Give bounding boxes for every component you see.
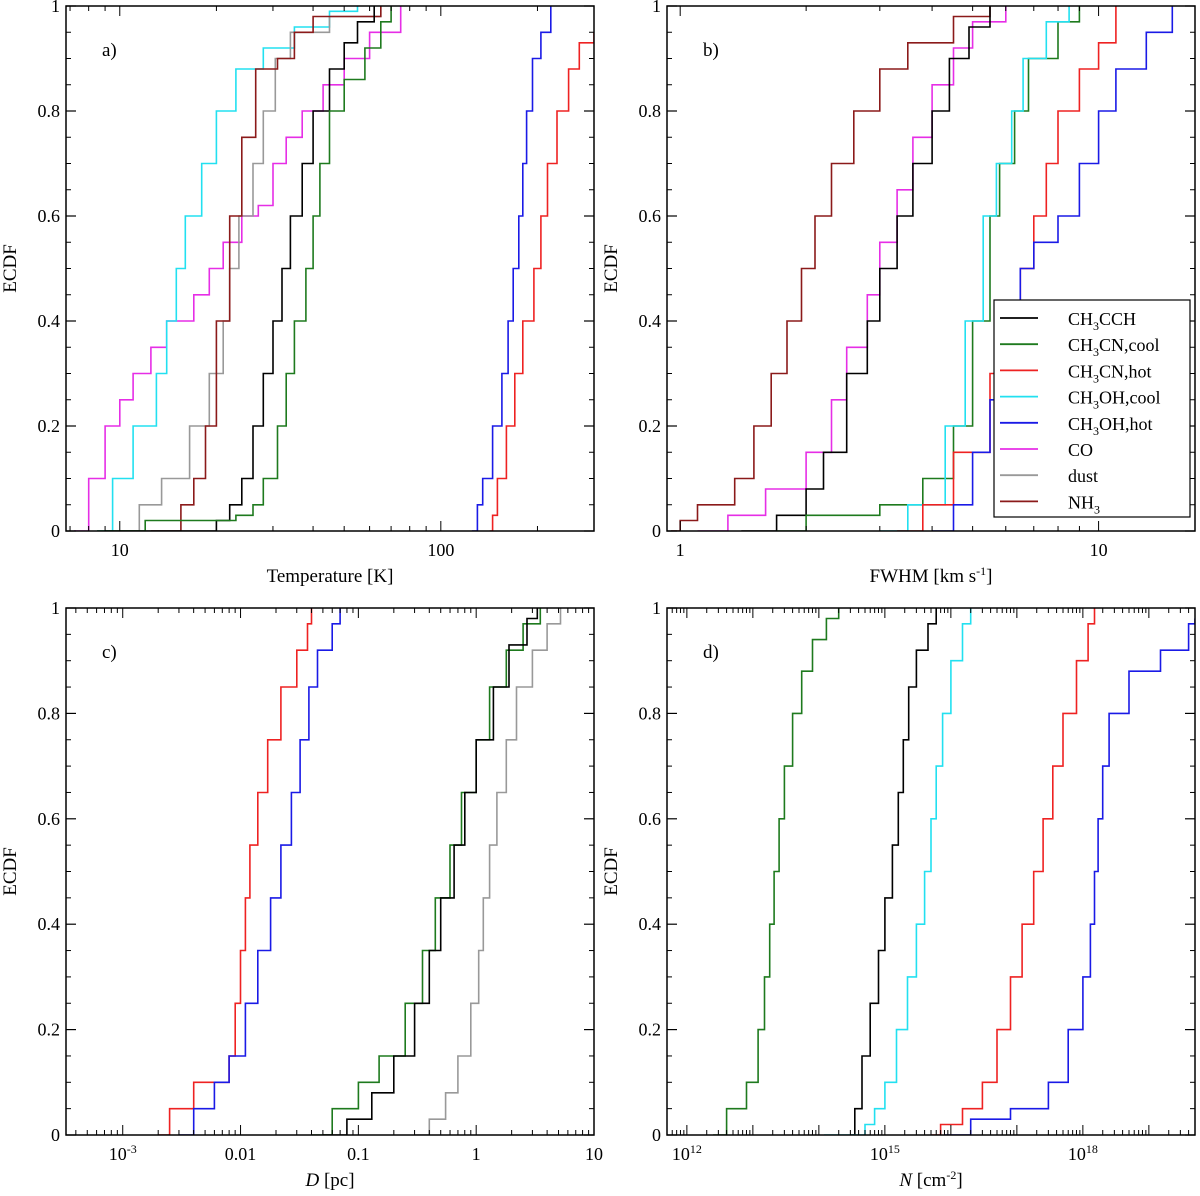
y-tick-label: 0.6 [38,206,61,226]
panel-label: d) [703,642,719,663]
y-tick-label: 0.8 [639,703,662,723]
legend-box [993,299,1191,518]
panel-b: 0 0.2 0.4 0.6 0.8 1 1 10 FWHM [km s-1] ECDF b) [601,0,1196,587]
legend-label-ch3cch: CH3CCH [1068,309,1136,333]
x-axis-label: N [cm-2] [898,1168,962,1191]
x-axis-label: D [pc] [304,1170,354,1191]
y-axis-label: ECDF [0,847,21,896]
x-tick-label: 10 [585,1144,603,1164]
y-tick-label: 0 [652,1125,661,1145]
legend-label-ch3oh_cool: CH3OH,cool [1068,388,1161,412]
series-ch3cn_hot [931,608,1096,1135]
y-tick-label: 0.8 [38,101,61,121]
x-tick-label: 1 [472,1144,481,1164]
x-tick-label: 100 [427,540,454,560]
y-tick-label: 0 [51,521,60,541]
legend-label-ch3cn_cool: CH3CN,cool [1068,335,1160,359]
x-tick-label: 1015 [870,1142,900,1164]
series-ch3cch [850,608,937,1135]
y-tick-label: 0.4 [639,311,662,331]
y-tick-label: 1 [51,0,60,16]
x-axis-label: FWHM [km s-1] [870,564,993,587]
series-ch3oh_hot [944,618,1195,1135]
y-tick-label: 0 [51,1125,60,1145]
panel-label: b) [703,40,719,61]
legend-label-co: CO [1068,440,1093,460]
series-ch3cn_hot [158,608,313,1135]
series-ch3cn_cool [97,6,392,531]
y-tick-label: 0.6 [38,809,61,829]
x-tick-label: 10 [1090,540,1108,560]
series-ch3oh_hot [471,6,552,531]
panel-d: 0 0.2 0.4 0.6 0.8 1 1012 1015 1018 N [cm-2] ECDF d) [601,598,1196,1191]
series-dust [119,6,382,531]
series-ch3cch [741,6,991,531]
x-tick-label: 1012 [672,1142,702,1164]
y-tick-label: 0.6 [639,206,662,226]
y-tick-label: 0.2 [38,1020,61,1040]
legend-label-dust: dust [1068,466,1098,486]
y-axis-label: ECDF [0,244,21,293]
series-ch3oh_hot [178,608,341,1135]
y-axis-label: ECDF [601,244,622,293]
plot-frame [65,607,595,1136]
x-tick-label: 0.1 [347,1144,370,1164]
y-tick-label: 0.8 [38,703,61,723]
legend-label-ch3oh_hot: CH3OH,hot [1068,414,1153,438]
x-tick-label: 1018 [1068,1142,1098,1164]
x-tick-label: 10-3 [109,1142,137,1164]
series-ch3cn_cool [713,608,840,1135]
series-ch3cch [105,6,375,531]
y-axis-label: ECDF [601,847,622,896]
panel-label: a) [102,40,117,61]
series-dust [414,608,562,1135]
x-tick-label: 1 [676,540,685,560]
series-ch3oh_hot [932,6,1174,531]
series-co [74,6,402,531]
y-tick-label: 0.4 [38,311,61,331]
panel-label: c) [102,642,117,663]
y-tick-label: 0.2 [639,416,662,436]
x-axis-label: Temperature [K] [267,566,394,587]
y-tick-label: 0 [652,521,661,541]
y-tick-label: 0.4 [639,914,662,934]
y-tick-label: 0.4 [38,914,61,934]
series-nh3 [670,6,991,531]
legend-label-nh3: NH3 [1068,492,1100,516]
series-ch3cch [322,608,539,1135]
legend-label-ch3cn_hot: CH3CN,hot [1068,361,1152,385]
y-tick-label: 0.8 [639,101,662,121]
panel-a: 0 0.2 0.4 0.6 0.8 1 10 100 Temperature [K] ECDF a) [0,0,595,587]
y-tick-label: 1 [51,598,60,618]
y-tick-label: 1 [652,0,661,16]
x-tick-label: 0.01 [225,1144,257,1164]
panel-c: 0 0.2 0.4 0.6 0.8 1 10-3 0.01 0.1 1 10 D [pc] ECDF c) [0,598,603,1191]
series-ch3oh_cool [97,6,359,531]
x-tick-label: 10 [111,540,129,560]
series-nh3 [150,6,382,531]
y-tick-label: 1 [652,598,661,618]
series-ch3oh_cool [824,608,972,1135]
y-tick-label: 0.6 [639,809,662,829]
y-tick-label: 0.2 [639,1020,662,1040]
y-tick-label: 0.2 [38,416,61,436]
series-ch3cn_hot [489,32,594,531]
